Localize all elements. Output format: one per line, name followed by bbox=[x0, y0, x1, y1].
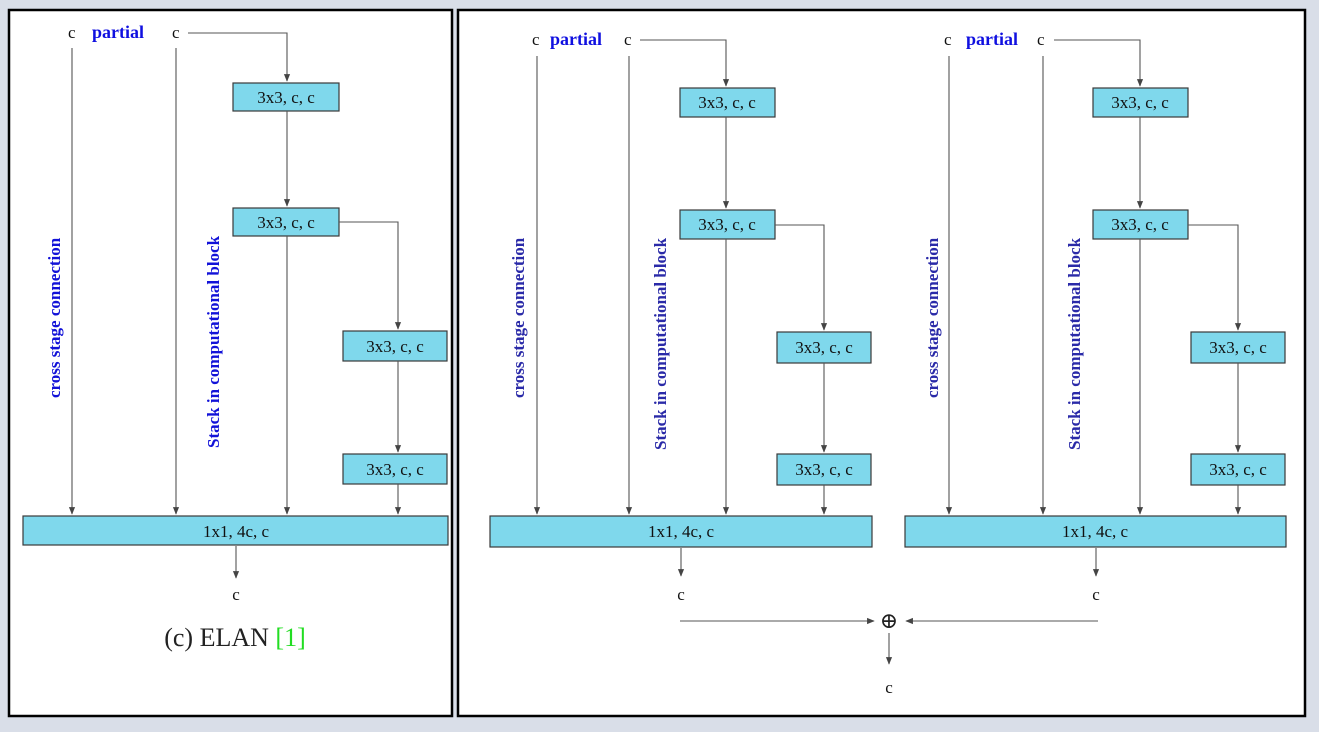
final-output-c: c bbox=[885, 678, 893, 697]
sum-operator-icon: ⊕ bbox=[880, 608, 898, 633]
conv-block-4 bbox=[342, 453, 448, 485]
conv-block-3-label: 3x3, c, c bbox=[366, 337, 424, 356]
transition-block-label: 1x1, 4c, c bbox=[203, 522, 270, 541]
branch-a-block2-to-block3-arrow bbox=[775, 224, 828, 331]
panel-elan: c partial c 3x3, c, c 3x3, c, c 3x3, c, … bbox=[7, 8, 454, 718]
conv-block-2-label: 3x3, c, c bbox=[257, 213, 315, 232]
branch-a-stack-label: Stack in computational block bbox=[651, 237, 670, 450]
branch-b-conv-block-4 bbox=[1190, 453, 1286, 486]
transition-block bbox=[22, 515, 449, 546]
caption-text: (c) ELAN bbox=[164, 623, 275, 652]
partial-label: partial bbox=[92, 22, 144, 42]
branch-a-conv-block-4 bbox=[776, 453, 872, 486]
branch-a-conv-block-2 bbox=[679, 209, 776, 240]
branch-b-transition-block bbox=[904, 515, 1287, 548]
branch-b-conv-block-3-label: 3x3, c, c bbox=[1209, 338, 1267, 357]
panel-right-frame bbox=[456, 8, 1307, 718]
branch-a-conv-block-2-label: 3x3, c, c bbox=[698, 215, 756, 234]
branch-a-conv-block-1-label: 3x3, c, c bbox=[698, 93, 756, 112]
panel-two-branch: c partial c 3x3, c, c 3x3, c, c 3x3, c, … bbox=[456, 8, 1307, 718]
figure-caption: (c) ELAN [1] bbox=[164, 623, 306, 652]
branch-a: c partial c 3x3, c, c 3x3, c, c 3x3, c, … bbox=[489, 29, 873, 604]
branch-a-conv-block-4-label: 3x3, c, c bbox=[795, 460, 853, 479]
branch-b-input-c-right: c bbox=[1037, 30, 1045, 49]
branch-b-conv-block-1-label: 3x3, c, c bbox=[1111, 93, 1169, 112]
branch-b-conv-block-4-label: 3x3, c, c bbox=[1209, 460, 1267, 479]
caption-reference: [1] bbox=[275, 623, 305, 652]
branch-b-conv-block-2 bbox=[1092, 209, 1189, 240]
branch-b-transition-label: 1x1, 4c, c bbox=[1062, 522, 1129, 541]
branch-b-stack-label: Stack in computational block bbox=[1065, 237, 1084, 450]
stack-computational-block-label: Stack in computational block bbox=[204, 235, 223, 448]
branch-a-partial-label: partial bbox=[550, 29, 602, 49]
branch-b-conv-block-1 bbox=[1092, 87, 1189, 118]
branch-b-conv-block-2-label: 3x3, c, c bbox=[1111, 215, 1169, 234]
branch-b-partial-label: partial bbox=[966, 29, 1018, 49]
branch-b: c partial c 3x3, c, c 3x3, c, c 3x3, c, … bbox=[904, 29, 1287, 604]
branch-a-partial-arrow bbox=[640, 39, 730, 87]
input-c-right: c bbox=[172, 23, 180, 42]
block2-to-block3-arrow bbox=[339, 221, 402, 330]
conv-block-1 bbox=[232, 82, 340, 112]
conv-block-3 bbox=[342, 330, 448, 362]
output-c: c bbox=[232, 585, 240, 604]
branch-a-transition-label: 1x1, 4c, c bbox=[648, 522, 715, 541]
conv-block-1-label: 3x3, c, c bbox=[257, 88, 315, 107]
branch-b-partial-arrow bbox=[1054, 39, 1144, 87]
cross-stage-connection-label: cross stage connection bbox=[45, 237, 64, 398]
branch-a-conv-block-3-label: 3x3, c, c bbox=[795, 338, 853, 357]
branch-a-cross-stage-label: cross stage connection bbox=[509, 237, 528, 398]
branch-b-block2-to-block3-arrow bbox=[1188, 224, 1242, 331]
partial-to-block1-arrow bbox=[188, 32, 291, 82]
branch-b-output-c: c bbox=[1092, 585, 1100, 604]
branch-a-output-c: c bbox=[677, 585, 685, 604]
conv-block-4-label: 3x3, c, c bbox=[366, 460, 424, 479]
branch-a-input-c-left: c bbox=[532, 30, 540, 49]
input-c-left: c bbox=[68, 23, 76, 42]
panel-left-frame bbox=[7, 8, 454, 718]
branch-a-input-c-right: c bbox=[624, 30, 632, 49]
branch-a-conv-block-1 bbox=[679, 87, 776, 118]
branch-a-transition-block bbox=[489, 515, 873, 548]
conv-block-2 bbox=[232, 207, 340, 237]
branch-b-input-c-left: c bbox=[944, 30, 952, 49]
branch-b-cross-stage-label: cross stage connection bbox=[923, 237, 942, 398]
